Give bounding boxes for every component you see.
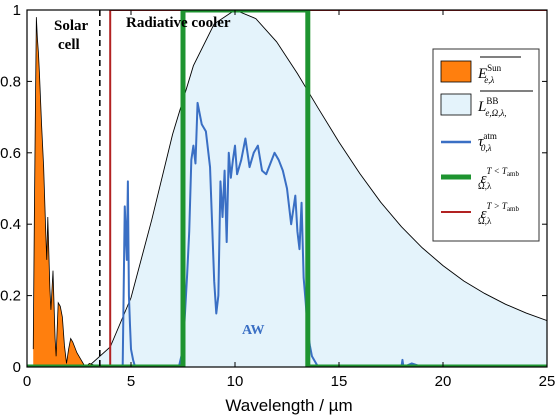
y-tick-label: 0 [13, 359, 21, 376]
x-axis-label: Wavelength / µm [225, 396, 352, 415]
axis-layer: 0 5 10 15 20 25 0 0.2 0.4 0.6 0.8 1 [0, 2, 555, 390]
x-tick-label: 20 [435, 373, 452, 390]
y-tick-label: 0.8 [0, 73, 21, 90]
annotation-solar-line2: cell [58, 37, 80, 53]
annotation-solar-line1: Solar [54, 18, 89, 34]
x-tick-label: 5 [127, 373, 135, 390]
x-tick-label: 0 [23, 373, 31, 390]
plot-frame [26, 9, 548, 368]
x-tick-label: 10 [227, 373, 244, 390]
series-sun-area-fill [33, 17, 100, 367]
legend: ESun e,λ LBB e,Ω,λ, τatm 0,λ εT < Tamb Ω,λ ε… [432, 48, 540, 242]
y-tick-label: 0.4 [0, 216, 21, 233]
x-tick-label: 15 [331, 373, 348, 390]
series-emissivity-high-line [27, 10, 547, 367]
legend-swatch-sun [440, 60, 472, 83]
legend-swatch-bb [440, 93, 472, 116]
annotation-radiative-cooler: Radiative cooler [126, 15, 231, 31]
y-tick-label: 1 [13, 2, 21, 19]
y-tick-label: 0.2 [0, 288, 21, 305]
x-tick-label: 25 [539, 373, 556, 390]
series-layer [27, 10, 547, 367]
y-tick-label: 0.6 [0, 145, 21, 162]
series-sun-area [32, 17, 100, 367]
annotation-aw: AW [242, 323, 265, 338]
